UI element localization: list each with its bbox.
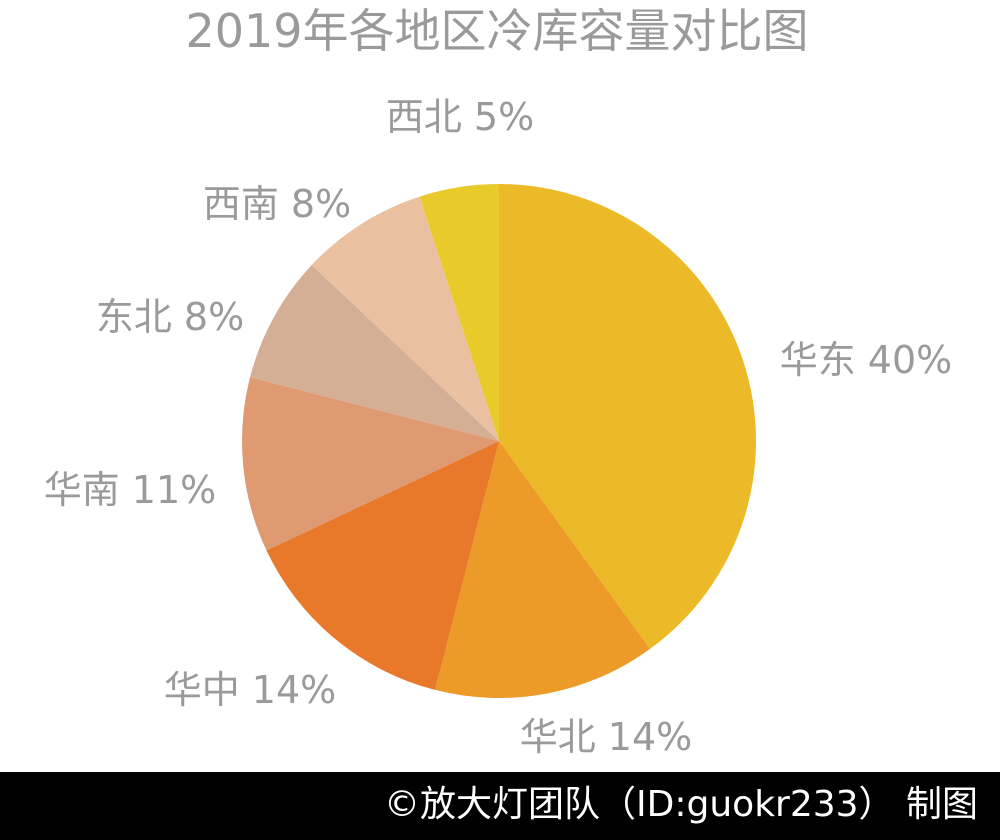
slice-label-2: 华北 14% (520, 715, 693, 759)
pie-slice-7 (419, 184, 499, 441)
pie-slice-2 (435, 441, 651, 699)
slice-label-6: 西南 8% (203, 182, 351, 226)
footer-bar: ©放大灯团队（ID:guokr233） 制图 (0, 772, 1000, 840)
slice-label-5: 东北 8% (96, 295, 244, 339)
pie-slices (241, 184, 757, 699)
pie-slice-1 (499, 184, 757, 649)
slice-label-7: 西北 5% (386, 95, 534, 139)
pie-chart: 2019年各地区冷库容量对比图 华东 40% 华北 14% 华中 14% 华南 11%… (44, 4, 953, 759)
credit-text: ©放大灯团队（ID:guokr233） 制图 (384, 784, 978, 825)
pie-slice-5 (250, 265, 499, 441)
pie-slice-4 (241, 377, 499, 551)
pie-labels: 华东 40% 华北 14% 华中 14% 华南 11% 东北 8% 西南 8% 西北 5% (44, 95, 953, 759)
slice-label-4: 华南 11% (44, 468, 217, 512)
chart-title: 2019年各地区冷库容量对比图 (185, 4, 808, 58)
slice-label-1: 华东 40% (780, 338, 953, 382)
pie-slice-3 (266, 441, 499, 690)
slice-label-3: 华中 14% (164, 668, 337, 712)
pie-slice-6 (311, 196, 499, 441)
